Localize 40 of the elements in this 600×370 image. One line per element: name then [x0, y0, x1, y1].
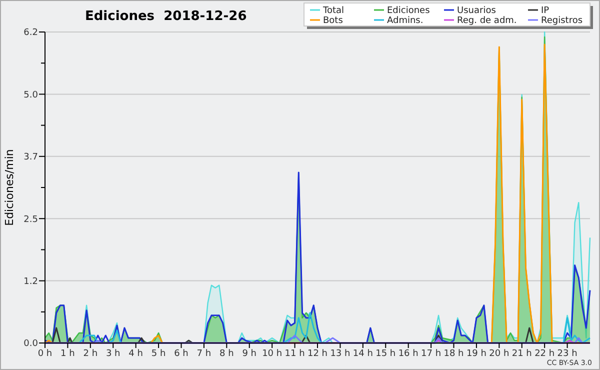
y-tick-label: 1.2	[24, 276, 38, 287]
x-tick-label: 13 h	[330, 349, 350, 359]
x-tick-label: 4 h	[128, 349, 143, 359]
x-tick-label: 6 h	[174, 349, 188, 359]
x-tick-label: 21 h	[512, 349, 532, 359]
legend-label: Total	[322, 6, 344, 16]
x-tick-label: 23 h	[557, 349, 578, 359]
legend-label: Admins.	[387, 16, 424, 26]
x-tick-label: 3 h	[106, 349, 120, 359]
y-tick-label: 5.0	[24, 90, 38, 100]
legend-label: IP	[541, 6, 550, 16]
x-tick-label: 12 h	[307, 349, 328, 359]
legend-label: Registros	[541, 16, 583, 26]
x-tick-label: 19 h	[466, 349, 486, 359]
x-tick-label: 10 h	[262, 349, 282, 359]
y-axis-title: Ediciones/min	[3, 149, 16, 226]
x-tick-label: 0 h	[38, 349, 52, 359]
x-tick-label: 18 h	[444, 349, 464, 359]
x-tick-label: 22 h	[534, 349, 555, 359]
x-tick-label: 1 h	[60, 349, 75, 359]
x-tick-label: 8 h	[220, 349, 234, 359]
y-tick-label: 3.7	[24, 152, 38, 163]
x-tick-label: 2 h	[83, 349, 98, 359]
legend-label: Ediciones	[387, 6, 430, 16]
x-tick-label: 14 h	[352, 349, 373, 359]
x-tick-label: 11 h	[284, 349, 305, 359]
x-tick-label: 20 h	[489, 349, 510, 359]
legend-label: Reg. de adm.	[457, 16, 517, 26]
y-tick-label: 6.2	[24, 28, 38, 38]
x-tick-label: 9 h	[242, 349, 257, 359]
y-tick-label: 2.5	[24, 214, 38, 225]
x-tick-label: 5 h	[151, 349, 166, 359]
legend-label: Usuarios	[457, 6, 496, 16]
x-tick-label: 7 h	[196, 349, 212, 359]
x-tick-label: 16 h	[398, 349, 418, 359]
chart-title: Ediciones 2018-12-26	[85, 9, 247, 24]
y-tick-label: 0.0	[24, 339, 38, 350]
x-tick-label: 15 h	[376, 349, 396, 359]
x-tick-label: 17 h	[421, 349, 442, 359]
legend-label: Bots	[323, 16, 344, 26]
